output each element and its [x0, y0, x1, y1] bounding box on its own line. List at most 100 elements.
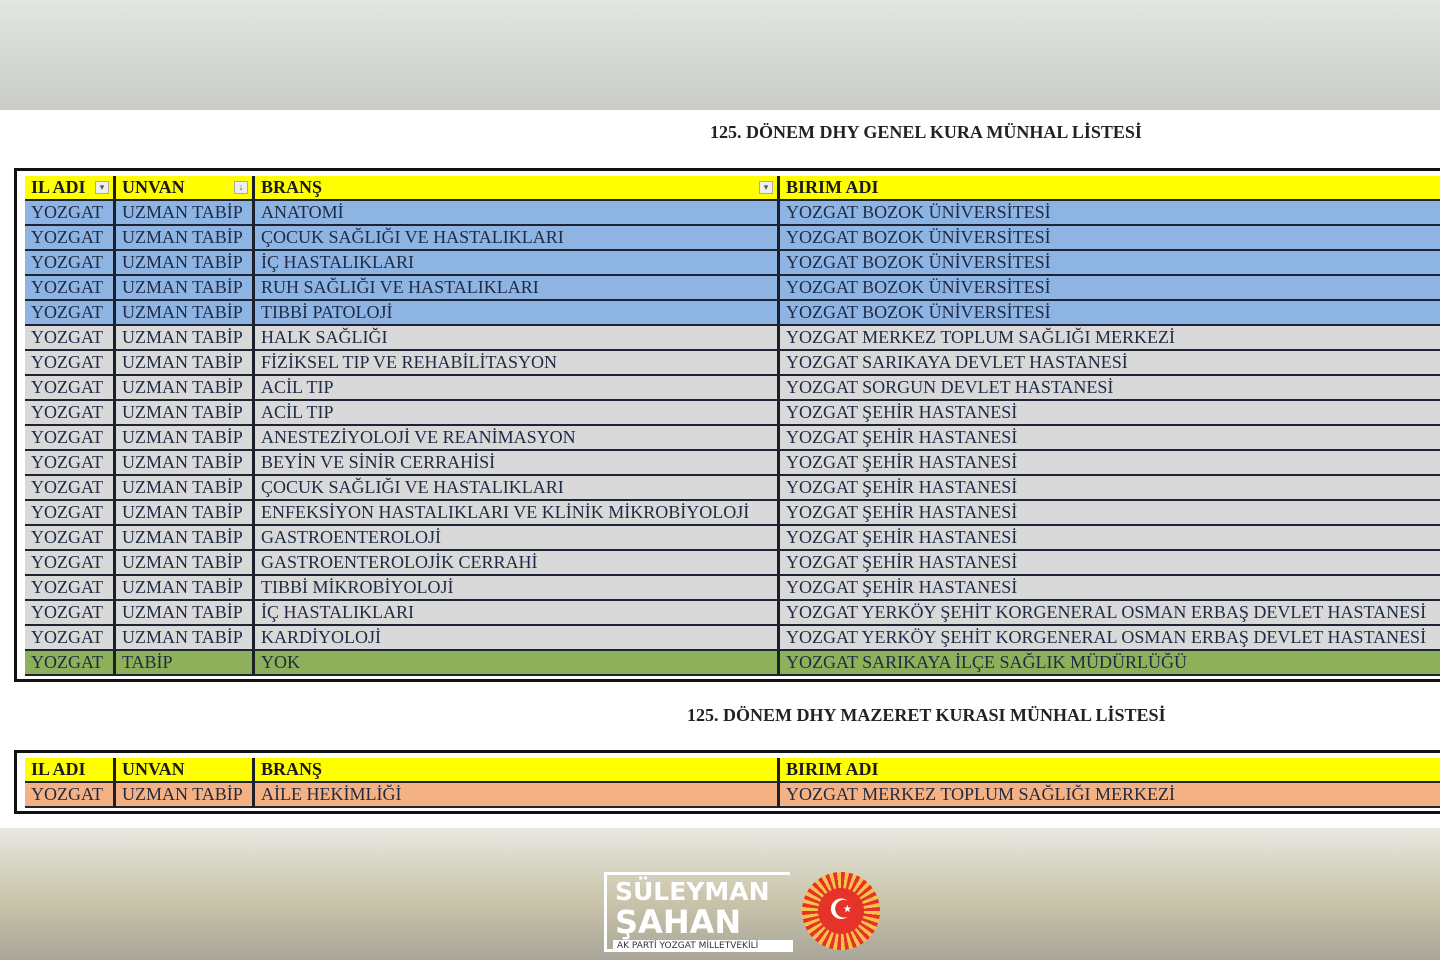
- cell-unvan: UZMAN TABİP: [113, 526, 252, 549]
- cell-unvan: UZMAN TABİP: [113, 501, 252, 524]
- table-row: YOZGAT UZMAN TABİP RUH SAĞLIĞI VE HASTALIK…: [25, 276, 1440, 301]
- cell-brans: ACİL TIP: [252, 376, 777, 399]
- cell-brans: ÇOCUK SAĞLIĞI VE HASTALIKLARI: [252, 476, 777, 499]
- table-row: YOZGAT TABİP YOK YOZGAT SARIKAYA İLÇE SAĞLI…: [25, 651, 1440, 676]
- cell-il: YOZGAT: [31, 477, 103, 497]
- cell-birim: YOZGAT YERKÖY ŞEHİT KORGENERAL OSMAN ERB…: [777, 626, 1440, 649]
- cell-il: YOZGAT: [31, 227, 103, 247]
- cell-il: YOZGAT: [31, 502, 103, 522]
- cell-il: YOZGAT: [31, 784, 103, 804]
- cell-il: YOZGAT: [31, 652, 103, 672]
- cell-il: YOZGAT: [31, 252, 103, 272]
- cell-birim: YOZGAT BOZOK ÜNİVERSİTESİ: [777, 301, 1440, 324]
- cell-brans: TIBBİ PATOLOJİ: [252, 301, 777, 324]
- filter-dropdown-icon[interactable]: ▾: [95, 181, 109, 194]
- cell-unvan: UZMAN TABİP: [113, 576, 252, 599]
- excuse-list-title: 125. DÖNEM DHY MAZERET KURASI MÜNHAL LİS…: [687, 705, 1166, 725]
- cell-birim: YOZGAT BOZOK ÜNİVERSİTESİ: [777, 226, 1440, 249]
- cell-unvan: UZMAN TABİP: [113, 376, 252, 399]
- cell-il: YOZGAT: [31, 202, 103, 222]
- cell-unvan: UZMAN TABİP: [113, 301, 252, 324]
- cell-birim: YOZGAT ŞEHİR HASTANESİ: [777, 476, 1440, 499]
- column-header-label: IL ADI: [31, 177, 86, 197]
- cell-il: YOZGAT: [31, 452, 103, 472]
- logo-subtitle: AK PARTİ YOZGAT MİLLETVEKİLİ: [613, 940, 793, 952]
- cell-birim: YOZGAT ŞEHİR HASTANESİ: [777, 501, 1440, 524]
- cell-unvan: UZMAN TABİP: [113, 326, 252, 349]
- cell-brans: KARDİYOLOJİ: [252, 626, 777, 649]
- cell-unvan: UZMAN TABİP: [113, 276, 252, 299]
- table-row: YOZGAT UZMAN TABİP ÇOCUK SAĞLIĞI VE HASTAL…: [25, 476, 1440, 501]
- column-header[interactable]: BRANŞ: [252, 758, 777, 781]
- general-list-title: 125. DÖNEM DHY GENEL KURA MÜNHAL LİSTESİ: [710, 122, 1142, 142]
- column-header[interactable]: BRANŞ ▾: [252, 176, 777, 199]
- column-header[interactable]: BIRIM ADI: [777, 758, 1440, 781]
- cell-il: YOZGAT: [31, 402, 103, 422]
- parliament-seal-icon: ☪: [802, 872, 880, 950]
- cell-il: YOZGAT: [31, 427, 103, 447]
- column-header[interactable]: UNVAN: [113, 758, 252, 781]
- cell-birim: YOZGAT ŞEHİR HASTANESİ: [777, 526, 1440, 549]
- cell-birim: YOZGAT BOZOK ÜNİVERSİTESİ: [777, 276, 1440, 299]
- cell-brans: ACİL TIP: [252, 401, 777, 424]
- table-row: YOZGAT UZMAN TABİP ANATOMİ YOZGAT BOZOK ÜNİ…: [25, 201, 1440, 226]
- cell-il: YOZGAT: [31, 552, 103, 572]
- cell-birim: YOZGAT MERKEZ TOPLUM SAĞLIĞI MERKEZİ: [777, 783, 1440, 806]
- cell-birim: YOZGAT SARIKAYA İLÇE SAĞLIK MÜDÜRLÜĞÜ: [777, 651, 1440, 674]
- excuse-list-table: IL ADI UNVAN BRANŞ BIRIM ADI YOZGAT UZMAN TAB…: [14, 750, 1440, 814]
- cell-unvan: UZMAN TABİP: [113, 251, 252, 274]
- cell-brans: AİLE HEKİMLİĞİ: [252, 783, 777, 806]
- cell-unvan: TABİP: [113, 651, 252, 674]
- column-header-label: UNVAN: [122, 177, 185, 197]
- column-header[interactable]: BIRIM ADI: [777, 176, 1440, 199]
- cell-brans: HALK SAĞLIĞI: [252, 326, 777, 349]
- cell-birim: YOZGAT ŞEHİR HASTANESİ: [777, 401, 1440, 424]
- cell-il: YOZGAT: [31, 302, 103, 322]
- header-row: IL ADI ▾ UNVAN ↓ BRANŞ ▾ BIRIM ADI: [25, 176, 1440, 201]
- footer-banner: [0, 828, 1440, 960]
- cell-unvan: UZMAN TABİP: [113, 626, 252, 649]
- name-logo: SÜLEYMAN ŞAHAN AK PARTİ YOZGAT MİLLETVEK…: [604, 872, 793, 952]
- general-list-table: IL ADI ▾ UNVAN ↓ BRANŞ ▾ BIRIM ADI YOZGAT UZMAN …: [14, 168, 1440, 682]
- cell-birim: YOZGAT ŞEHİR HASTANESİ: [777, 551, 1440, 574]
- cell-birim: YOZGAT SARIKAYA DEVLET HASTANESİ: [777, 351, 1440, 374]
- cell-birim: YOZGAT ŞEHİR HASTANESİ: [777, 576, 1440, 599]
- header-row: IL ADI UNVAN BRANŞ BIRIM ADI: [25, 758, 1440, 783]
- column-header-label: BIRIM ADI: [786, 177, 879, 197]
- cell-unvan: UZMAN TABİP: [113, 783, 252, 806]
- table-row: YOZGAT UZMAN TABİP KARDİYOLOJİ YOZGAT YERKÖ…: [25, 626, 1440, 651]
- cell-brans: YOK: [252, 651, 777, 674]
- table-row: YOZGAT UZMAN TABİP GASTROENTEROLOJİK CERRA…: [25, 551, 1440, 576]
- cell-brans: ÇOCUK SAĞLIĞI VE HASTALIKLARI: [252, 226, 777, 249]
- cell-il: YOZGAT: [31, 277, 103, 297]
- table-row: YOZGAT UZMAN TABİP İÇ HASTALIKLARI YOZGAT B…: [25, 251, 1440, 276]
- column-header[interactable]: IL ADI ▾: [25, 176, 113, 199]
- cell-unvan: UZMAN TABİP: [113, 201, 252, 224]
- cell-unvan: UZMAN TABİP: [113, 401, 252, 424]
- cell-unvan: UZMAN TABİP: [113, 226, 252, 249]
- cell-birim: YOZGAT ŞEHİR HASTANESİ: [777, 426, 1440, 449]
- column-header-label: BRANŞ: [261, 177, 323, 197]
- cell-il: YOZGAT: [31, 527, 103, 547]
- cell-brans: ANATOMİ: [252, 201, 777, 224]
- table-row: YOZGAT UZMAN TABİP ACİL TIP YOZGAT ŞEHİR HA…: [25, 401, 1440, 426]
- column-header-label: BIRIM ADI: [786, 759, 879, 779]
- cell-brans: FİZİKSEL TIP VE REHABİLİTASYON: [252, 351, 777, 374]
- cell-il: YOZGAT: [31, 352, 103, 372]
- cell-il: YOZGAT: [31, 627, 103, 647]
- cell-il: YOZGAT: [31, 577, 103, 597]
- table-row: YOZGAT UZMAN TABİP ENFEKSİYON HASTALIKLARI…: [25, 501, 1440, 526]
- filter-dropdown-icon[interactable]: ▾: [759, 181, 773, 194]
- blurred-top-background: [0, 0, 1440, 110]
- cell-unvan: UZMAN TABİP: [113, 601, 252, 624]
- cell-brans: GASTROENTEROLOJİ: [252, 526, 777, 549]
- sort-icon[interactable]: ↓: [234, 181, 248, 194]
- table-row: YOZGAT UZMAN TABİP GASTROENTEROLOJİ YOZGAT …: [25, 526, 1440, 551]
- column-header[interactable]: IL ADI: [25, 758, 113, 781]
- table-row: YOZGAT UZMAN TABİP ANESTEZİYOLOJİ VE REANİ…: [25, 426, 1440, 451]
- cell-birim: YOZGAT ŞEHİR HASTANESİ: [777, 451, 1440, 474]
- column-header[interactable]: UNVAN ↓: [113, 176, 252, 199]
- logo-name-last: ŞAHAN: [615, 903, 742, 941]
- cell-brans: İÇ HASTALIKLARI: [252, 251, 777, 274]
- table-row: YOZGAT UZMAN TABİP HALK SAĞLIĞI YOZGAT MERK…: [25, 326, 1440, 351]
